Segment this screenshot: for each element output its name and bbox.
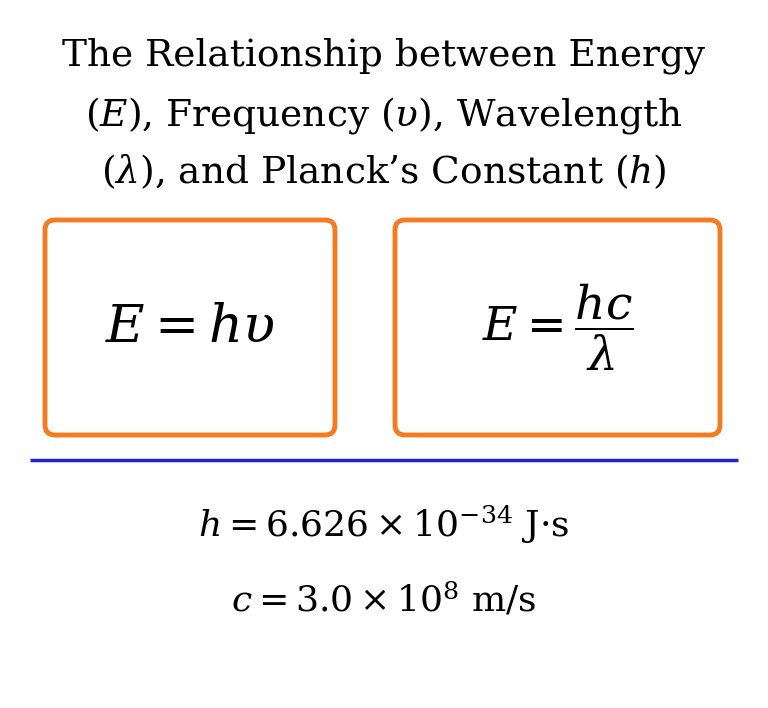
- Text: $c = 3.0 \times 10^{8}$ m/s: $c = 3.0 \times 10^{8}$ m/s: [231, 581, 537, 619]
- Text: $E{=}h\upsilon$: $E{=}h\upsilon$: [105, 302, 275, 353]
- FancyBboxPatch shape: [45, 220, 335, 435]
- Text: The Relationship between Energy: The Relationship between Energy: [62, 38, 706, 74]
- Text: ($\lambda$), and Planck’s Constant ($h$): ($\lambda$), and Planck’s Constant ($h$): [101, 152, 667, 190]
- Text: $E = \dfrac{hc}{\lambda}$: $E = \dfrac{hc}{\lambda}$: [482, 282, 634, 373]
- Text: ($E$), Frequency ($\upsilon$), Wavelength: ($E$), Frequency ($\upsilon$), Wavelengt…: [85, 95, 683, 136]
- Text: $h = 6.626 \times 10^{-34}$ J·s: $h = 6.626 \times 10^{-34}$ J·s: [198, 504, 570, 547]
- FancyBboxPatch shape: [395, 220, 720, 435]
